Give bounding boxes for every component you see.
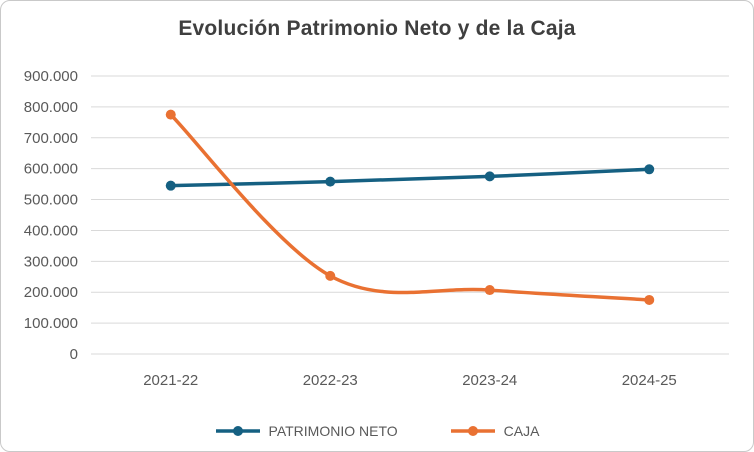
x-tick-label: 2024-25	[622, 372, 677, 389]
chart-legend: PATRIMONIO NETO CAJA	[1, 423, 753, 439]
y-tick-label: 700.000	[24, 130, 78, 147]
legend-item-caja: CAJA	[450, 423, 540, 439]
chart-title: Evolución Patrimonio Neto y de la Caja	[178, 17, 576, 40]
x-tick-label: 2021-22	[143, 372, 198, 389]
data-point-marker-patrimonio-neto	[644, 164, 655, 175]
data-point-marker-caja	[644, 294, 655, 305]
series-line-patrimonio-neto	[169, 167, 651, 188]
y-tick-label: 600.000	[24, 161, 78, 178]
x-tick-label: 2023-24	[462, 372, 517, 389]
y-tick-label: 500.000	[24, 192, 78, 209]
y-tick-label: 300.000	[24, 253, 78, 270]
y-tick-label: 200.000	[24, 284, 78, 301]
x-tick-label: 2022-23	[303, 372, 358, 389]
legend-line-dot-icon	[215, 426, 260, 436]
y-tick-label: 800.000	[24, 99, 78, 116]
data-point-marker-patrimonio-neto	[165, 180, 176, 191]
y-tick-label: 900.000	[24, 68, 78, 85]
y-tick-label: 400.000	[24, 222, 78, 239]
legend-label-patrimonio-neto: PATRIMONIO NETO	[268, 423, 398, 439]
legend-label-caja: CAJA	[503, 423, 540, 439]
data-point-marker-caja	[165, 109, 176, 120]
legend-item-patrimonio-neto: PATRIMONIO NETO	[215, 423, 398, 439]
legend-line-dot-icon	[450, 426, 495, 436]
series-line-caja	[169, 112, 651, 302]
data-point-marker-patrimonio-neto	[484, 171, 495, 182]
y-tick-label: 100.000	[24, 315, 78, 332]
chart-plot-area: 0 100.000 200.000 300.000 400.000 500.000 600.…	[24, 68, 729, 389]
data-point-marker-patrimonio-neto	[325, 176, 336, 187]
y-tick-label: 0	[70, 346, 78, 363]
data-point-marker-caja	[484, 285, 495, 296]
data-point-marker-caja	[325, 270, 336, 281]
